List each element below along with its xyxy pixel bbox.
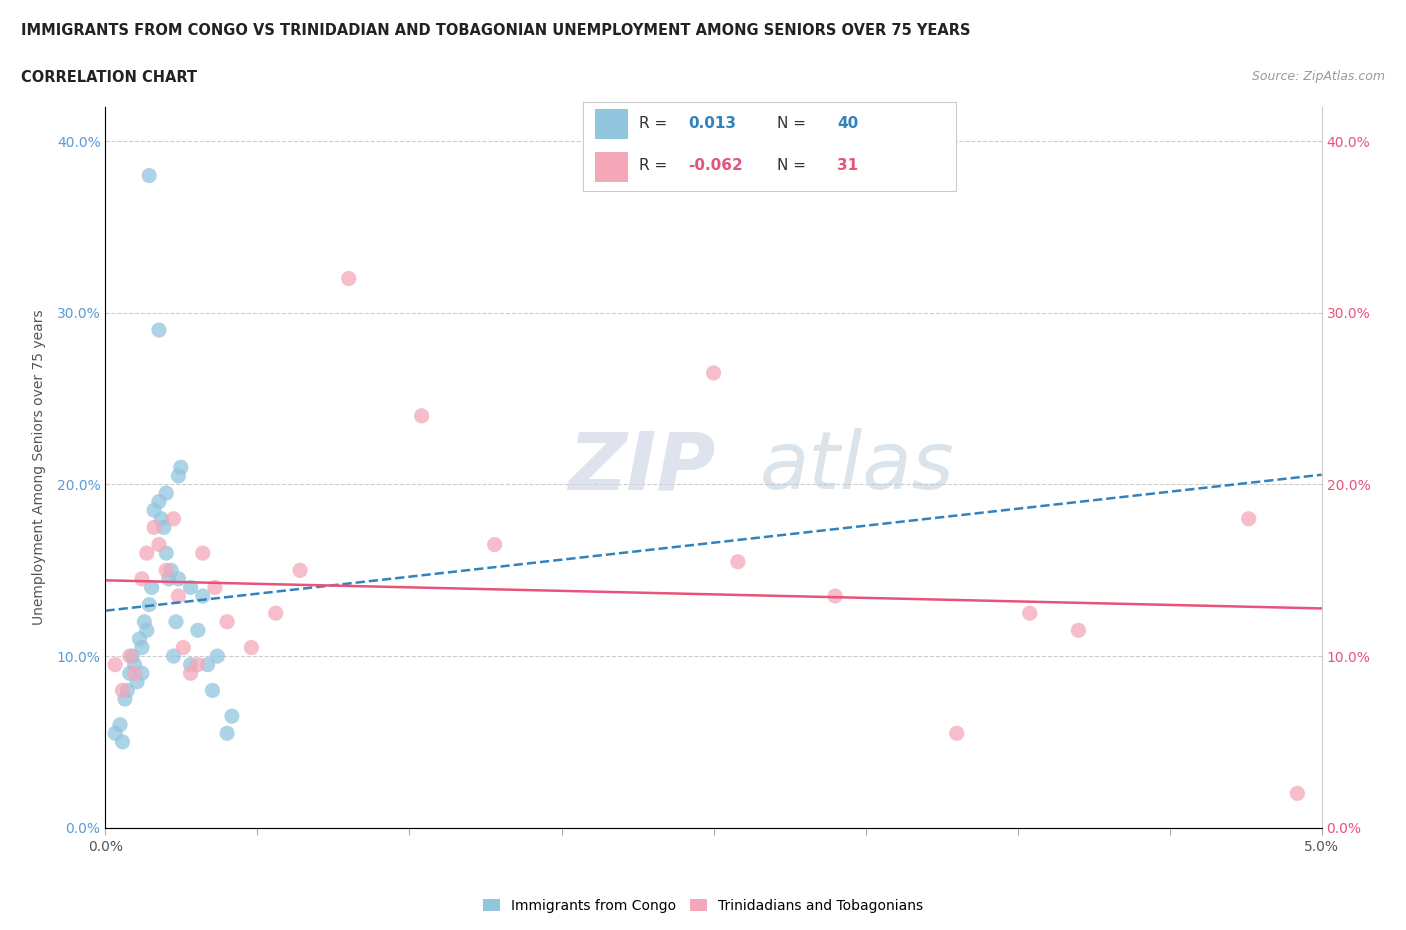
Text: N =: N = <box>778 116 811 131</box>
Text: 0.013: 0.013 <box>688 116 735 131</box>
Point <box>1286 786 1309 801</box>
Text: N =: N = <box>778 158 811 173</box>
Point <box>1067 623 1090 638</box>
Point <box>172 640 194 655</box>
Point <box>217 726 239 741</box>
Point <box>484 538 506 552</box>
Point <box>150 512 173 526</box>
Point <box>170 460 193 475</box>
Point <box>187 658 209 672</box>
Point <box>143 520 166 535</box>
Point <box>143 503 166 518</box>
Point <box>167 469 190 484</box>
Point <box>180 580 202 595</box>
Point <box>180 666 202 681</box>
Point <box>337 272 360 286</box>
Point <box>117 683 139 698</box>
Point <box>118 666 141 681</box>
Point <box>155 485 177 500</box>
Text: -0.062: -0.062 <box>688 158 742 173</box>
Point <box>180 658 202 672</box>
Point <box>187 623 209 638</box>
Point <box>138 597 160 612</box>
Point <box>153 520 176 535</box>
Point <box>155 563 177 578</box>
Point <box>108 717 131 732</box>
Point <box>131 666 153 681</box>
Point <box>165 615 187 630</box>
Point <box>191 546 214 561</box>
Point <box>141 580 163 595</box>
Point <box>131 640 153 655</box>
Point <box>114 692 136 707</box>
Text: Source: ZipAtlas.com: Source: ZipAtlas.com <box>1251 70 1385 83</box>
Legend: Immigrants from Congo, Trinidadians and Tobagonians: Immigrants from Congo, Trinidadians and … <box>478 894 928 919</box>
Point <box>111 735 134 750</box>
Point <box>125 674 148 689</box>
Point <box>288 563 311 578</box>
Point <box>204 580 226 595</box>
Point <box>264 605 287 620</box>
Point <box>207 648 229 663</box>
Text: IMMIGRANTS FROM CONGO VS TRINIDADIAN AND TOBAGONIAN UNEMPLOYMENT AMONG SENIORS O: IMMIGRANTS FROM CONGO VS TRINIDADIAN AND… <box>21 23 970 38</box>
Point <box>167 589 190 604</box>
Point <box>162 512 184 526</box>
Bar <box>595 110 628 140</box>
Point <box>135 546 157 561</box>
Point <box>702 365 725 380</box>
Point <box>167 571 190 586</box>
Point <box>124 666 146 681</box>
Text: atlas: atlas <box>759 429 955 506</box>
Point <box>824 589 846 604</box>
Point <box>148 538 170 552</box>
Text: 40: 40 <box>837 116 858 131</box>
Point <box>135 623 157 638</box>
Point <box>157 571 180 586</box>
Point <box>240 640 263 655</box>
Point <box>191 589 214 604</box>
Point <box>945 726 967 741</box>
Point <box>411 408 433 423</box>
Point <box>118 648 141 663</box>
Point <box>104 658 127 672</box>
Point <box>131 571 153 586</box>
Point <box>104 726 127 741</box>
Point <box>160 563 183 578</box>
Point <box>1237 512 1260 526</box>
Text: CORRELATION CHART: CORRELATION CHART <box>21 70 197 85</box>
Text: 31: 31 <box>837 158 858 173</box>
Point <box>134 615 156 630</box>
Point <box>121 648 143 663</box>
Point <box>1018 605 1040 620</box>
Bar <box>595 152 628 182</box>
Y-axis label: Unemployment Among Seniors over 75 years: Unemployment Among Seniors over 75 years <box>31 310 45 625</box>
Point <box>111 683 134 698</box>
Point <box>217 615 239 630</box>
Text: R =: R = <box>640 158 672 173</box>
Point <box>148 494 170 509</box>
Point <box>727 554 749 569</box>
Text: ZIP: ZIP <box>568 429 716 506</box>
Point <box>148 323 170 338</box>
Point <box>162 648 184 663</box>
Text: R =: R = <box>640 116 672 131</box>
Point <box>221 709 243 724</box>
Point <box>155 546 177 561</box>
Point <box>124 658 146 672</box>
Point <box>197 658 219 672</box>
Point <box>201 683 224 698</box>
Point <box>128 631 150 646</box>
Point <box>138 168 160 183</box>
